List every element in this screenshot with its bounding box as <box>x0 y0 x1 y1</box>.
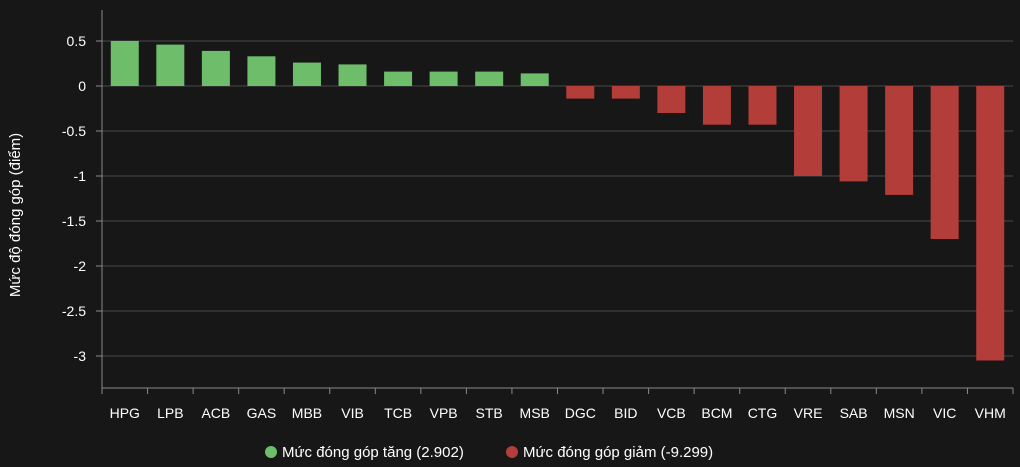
x-tick-label-vic: VIC <box>933 405 956 421</box>
bar-lpb[interactable] <box>156 44 185 86</box>
bar-vic[interactable] <box>930 86 959 239</box>
x-tick-label-gas: GAS <box>247 405 277 421</box>
x-tick-label-hpg: HPG <box>110 405 140 421</box>
bar-msn[interactable] <box>885 86 914 195</box>
bar-vhm[interactable] <box>976 86 1005 361</box>
bar-tcb[interactable] <box>384 71 413 86</box>
legend-swatch-increase <box>265 446 277 458</box>
bar-msb[interactable] <box>520 73 549 86</box>
bar-sab[interactable] <box>839 86 868 182</box>
y-tick-label: -0.5 <box>62 123 86 139</box>
x-tick-label-lpb: LPB <box>157 405 183 421</box>
x-tick-label-msb: MSB <box>520 405 550 421</box>
x-tick-label-acb: ACB <box>201 405 230 421</box>
legend-label-increase[interactable]: Mức đóng góp tăng (2.902) <box>282 444 464 461</box>
x-tick-label-bcm: BCM <box>701 405 732 421</box>
y-tick-label: -1 <box>74 168 87 184</box>
y-tick-label: -1.5 <box>62 213 86 229</box>
x-tick-label-vcb: VCB <box>657 405 686 421</box>
x-tick-label-mbb: MBB <box>292 405 322 421</box>
bar-mbb[interactable] <box>292 62 321 86</box>
bar-bid[interactable] <box>611 86 640 99</box>
y-tick-label: 0.5 <box>67 33 87 49</box>
axes <box>101 10 1013 389</box>
x-tick-label-vpb: VPB <box>430 405 458 421</box>
x-tick-label-vre: VRE <box>794 405 823 421</box>
legend: Mức đóng góp tăng (2.902) Mức đóng góp g… <box>265 444 713 461</box>
x-tick-label-sab: SAB <box>840 405 868 421</box>
bar-gas[interactable] <box>247 56 276 86</box>
y-axis-label: Mức độ đóng góp (điểm) <box>7 133 24 297</box>
bar-vcb[interactable] <box>657 86 686 113</box>
bar-stb[interactable] <box>475 71 504 86</box>
x-tick-label-stb: STB <box>476 405 503 421</box>
grid-lines <box>102 40 1013 357</box>
x-tick-label-msn: MSN <box>884 405 915 421</box>
x-tick-label-dgc: DGC <box>565 405 596 421</box>
x-tick-label-bid: BID <box>614 405 637 421</box>
y-tick-label: -2.5 <box>62 303 86 319</box>
legend-swatch-decrease <box>506 446 518 458</box>
x-tick-label-tcb: TCB <box>384 405 412 421</box>
x-tick-label-vhm: VHM <box>975 405 1006 421</box>
bar-vre[interactable] <box>794 86 823 176</box>
bar-vib[interactable] <box>338 64 367 86</box>
y-tick-label: 0 <box>78 78 86 94</box>
bar-ctg[interactable] <box>748 86 777 125</box>
bar-dgc[interactable] <box>566 86 595 99</box>
y-tick-label: -2 <box>74 258 87 274</box>
y-tick-label: -3 <box>74 348 87 364</box>
x-tick-labels: HPG LPB ACB GAS MBB VIB TCB VPB STB MSB DGC BID VCB B… <box>101 388 1014 421</box>
bar-bcm[interactable] <box>702 86 731 125</box>
bars-group <box>110 41 1005 361</box>
y-tick-labels: 0.5 0 -0.5 -1 -1.5 -2 -2.5 -3 <box>62 33 102 364</box>
legend-label-decrease[interactable]: Mức đóng góp giảm (-9.299) <box>523 444 713 461</box>
bar-vpb[interactable] <box>429 71 458 86</box>
x-tick-label-vib: VIB <box>341 405 364 421</box>
x-tick-label-ctg: CTG <box>748 405 778 421</box>
bar-hpg[interactable] <box>110 41 139 86</box>
bar-acb[interactable] <box>201 50 230 86</box>
